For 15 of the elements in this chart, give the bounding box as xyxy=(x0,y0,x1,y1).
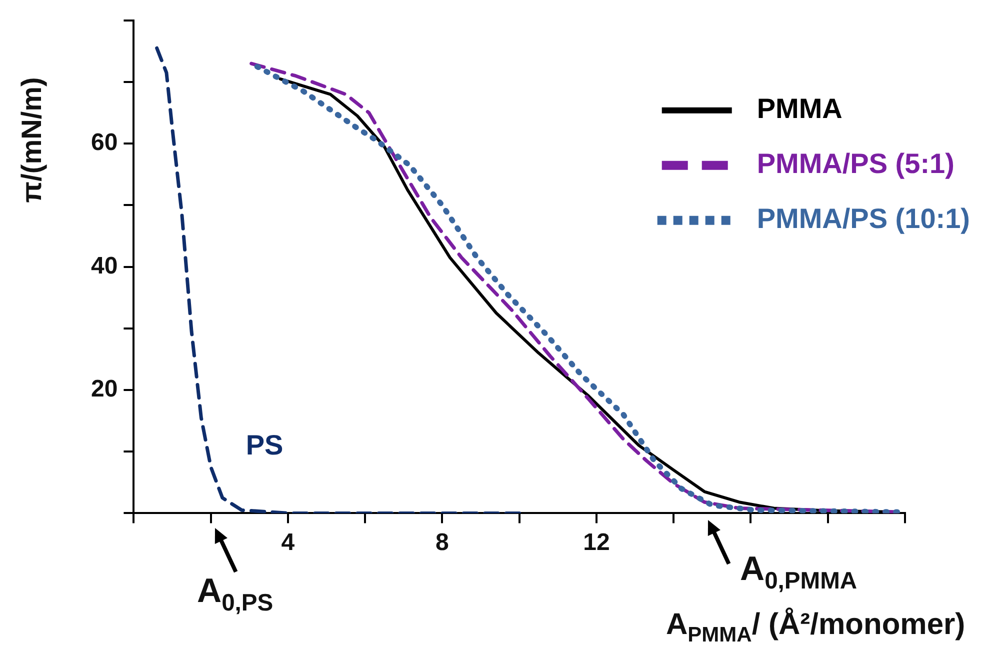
text: A$_{0,PS}$ xyxy=(197,572,274,618)
legend-label: PMMA xyxy=(756,93,842,124)
legend-label: PMMA/PS (10:1) xyxy=(756,203,970,234)
x-tick-label: 12 xyxy=(583,529,610,556)
legend-label: PMMA/PS (5:1) xyxy=(756,148,954,180)
series-label: PS xyxy=(246,430,284,461)
y-tick-label: 40 xyxy=(90,252,118,280)
y-tick-label: 20 xyxy=(90,376,118,403)
x-tick-label: 4 xyxy=(281,529,296,556)
line-series xyxy=(155,46,522,514)
y-axis-title: π/(mN/m) xyxy=(16,78,48,204)
y-tick-label: 60 xyxy=(90,129,118,156)
x-axis-title: A$_{PMMA}$/ (Å²/monomer) xyxy=(666,608,966,648)
x-tick-label: 8 xyxy=(436,529,449,556)
text: A$_{0,PMMA}$ xyxy=(740,550,858,596)
